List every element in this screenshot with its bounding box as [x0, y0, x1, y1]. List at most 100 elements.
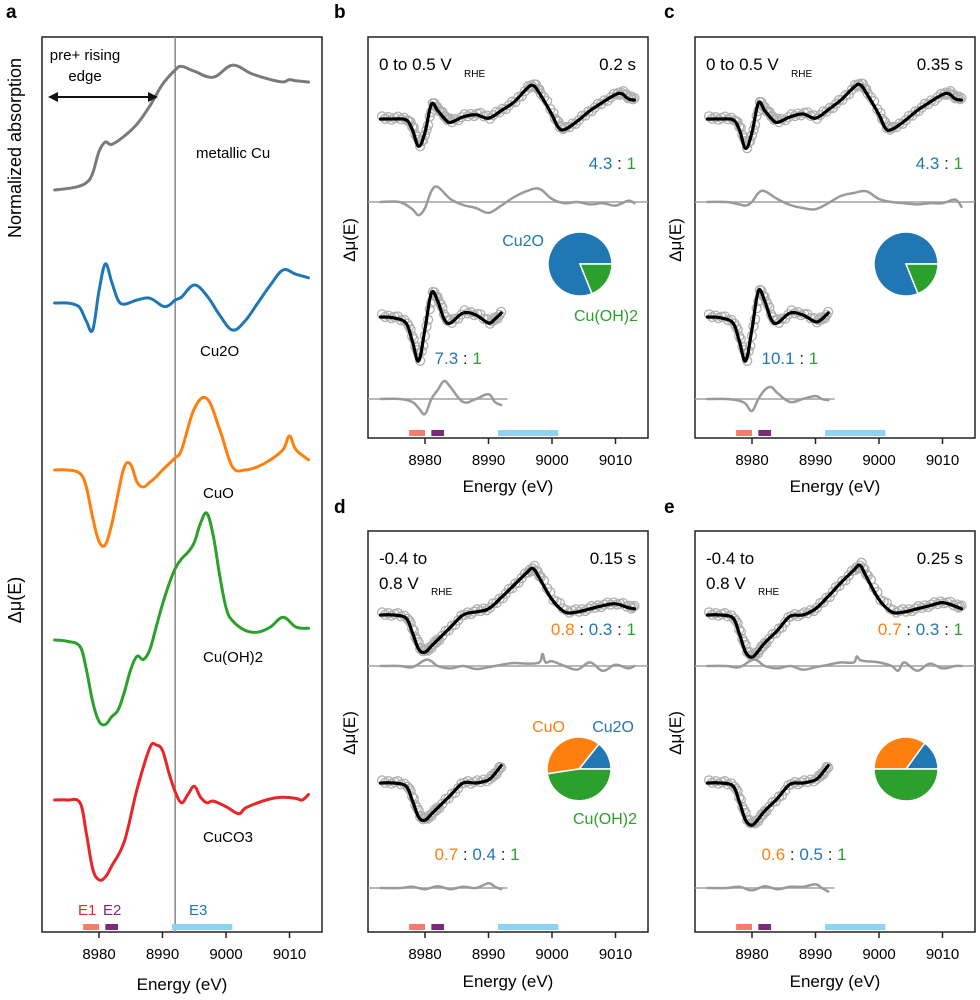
- b-condition: 0 to 0.5 V: [379, 55, 452, 74]
- b-top-fit-line: [379, 83, 637, 148]
- d-pie-label-cu2o: Cu2O: [592, 719, 634, 736]
- c-xtick-label: 9010: [926, 452, 959, 469]
- ratio-value: 1: [472, 349, 481, 368]
- c-band-e3: [825, 430, 886, 436]
- b-bottom-fit-line: [379, 289, 503, 363]
- a-label-e1: E1: [78, 902, 96, 919]
- b-bottom-residual: [379, 379, 503, 416]
- d-frame: [367, 530, 649, 933]
- e-ratio-top: 0.7 : 0.3 : 1: [878, 620, 963, 639]
- d-bottom-fit-line: [379, 764, 503, 823]
- c-bottom-fit-line: [705, 288, 830, 363]
- d-ratio-top: 0.8 : 0.3 : 1: [551, 620, 636, 639]
- data-point: [916, 102, 927, 113]
- data-point: [719, 111, 731, 122]
- d-bottom-data-points: [376, 761, 507, 825]
- pie-slice-cu2o: [547, 231, 613, 297]
- d-xtick-label: 9010: [599, 946, 632, 963]
- a-curve-cuco3: [53, 741, 310, 882]
- a-label-cu2o: Cu2O: [200, 343, 239, 360]
- data-point: [953, 602, 964, 613]
- pie-slice-cuoh2: [873, 768, 939, 802]
- c-time: 0.35 s: [917, 55, 963, 74]
- ratio-value: 7.3: [435, 349, 459, 368]
- data-point: [822, 306, 834, 318]
- ratio-separator: :: [785, 845, 799, 864]
- ratio-value: 1: [809, 349, 818, 368]
- data-point: [376, 111, 388, 122]
- d-band-e1: [409, 924, 425, 930]
- d-band-e2: [431, 924, 445, 930]
- b-condition-sub: RHE: [464, 69, 485, 80]
- data-point: [922, 98, 934, 110]
- e-band-e3: [825, 924, 886, 930]
- ratio-value: 0.4: [472, 845, 496, 864]
- data-point: [459, 609, 470, 620]
- d-time: 0.15 s: [590, 549, 636, 568]
- a-label-e2: E2: [103, 902, 121, 919]
- data-point: [802, 608, 813, 619]
- data-point: [570, 604, 581, 615]
- a-curve-cuoh2: [53, 511, 310, 727]
- pie-slice-cuoh2: [904, 263, 939, 295]
- data-point: [395, 315, 407, 326]
- ratio-separator: :: [458, 349, 472, 368]
- data-point: [414, 140, 426, 152]
- ratio-value: 1: [837, 845, 846, 864]
- d-condition-sub: RHE: [431, 587, 452, 598]
- b-pie-label-cuoh2: Cu(OH)2: [574, 308, 638, 325]
- a-band-e1: [83, 924, 99, 930]
- a-xtick-label: 8990: [146, 946, 179, 963]
- c-xtick-label: 9000: [862, 452, 895, 469]
- a-label-cuco3: CuCO3: [203, 829, 253, 846]
- e-xtick-label: 8980: [735, 946, 768, 963]
- a-label-cuoh2: Cu(OH)2: [203, 649, 263, 666]
- panel-e: e Δμ(E) -0.4 to 0.8 V RHE 0.25 s 0.7 : 0.3 :…: [664, 497, 976, 991]
- data-point: [703, 309, 715, 320]
- a-frame: [41, 36, 323, 933]
- c-condition: 0 to 0.5 V: [706, 55, 779, 74]
- e-condition: 0.8 V: [706, 574, 746, 593]
- ratio-separator: :: [823, 845, 837, 864]
- c-bottom-residual: [706, 385, 830, 413]
- ratio-value: 4.3: [589, 154, 613, 173]
- ratio-value: 1: [510, 845, 519, 864]
- c-top-fit-line: [705, 82, 964, 150]
- a-curve-metallic-cu: [53, 63, 310, 192]
- ratio-value: 10.1: [762, 349, 795, 368]
- b-xlabel: Energy (eV): [463, 477, 554, 496]
- c-top-residual: [706, 189, 963, 211]
- d-ylabel: Δμ(E): [340, 711, 359, 755]
- data-point: [494, 593, 505, 604]
- data-point: [564, 122, 575, 133]
- e-xlabel: Energy (eV): [790, 972, 881, 991]
- a-xtick-label: 9010: [273, 946, 306, 963]
- e-bottom-residual: [706, 883, 830, 893]
- ratio-separator: :: [458, 845, 472, 864]
- data-point: [495, 762, 507, 773]
- a-annotation-line2: edge: [68, 68, 101, 85]
- panel-label-c: c: [664, 2, 675, 23]
- b-band-e1: [409, 430, 425, 436]
- d-ratio-bottom: 0.7 : 0.4 : 1: [435, 845, 520, 864]
- c-ratio-bottom: 10.1 : 1: [762, 349, 819, 368]
- data-point: [703, 111, 715, 122]
- e-pie-chart: [873, 736, 939, 802]
- a-ylabel-delta-mu: Δμ(E): [5, 577, 25, 623]
- a-band-e2: [105, 924, 119, 930]
- ratio-value: 1: [627, 154, 636, 173]
- b-xtick-label: 8980: [408, 452, 441, 469]
- e-ylabel: Δμ(E): [666, 711, 685, 755]
- b-top-residual: [379, 185, 636, 217]
- panel-d: d Δμ(E) -0.4 to 0.8 V RHE 0.15 s 0.8 : 0.3 :…: [334, 497, 649, 991]
- data-point: [376, 607, 388, 618]
- data-point: [722, 315, 734, 326]
- a-curve-cu2o: [53, 262, 310, 333]
- data-point: [392, 776, 404, 787]
- e-band-e2: [758, 924, 772, 930]
- data-point: [822, 762, 834, 773]
- e-top-fit-line: [705, 563, 964, 659]
- d-bottom-residual: [379, 881, 503, 891]
- ratio-separator: :: [612, 154, 626, 173]
- data-point: [503, 100, 515, 111]
